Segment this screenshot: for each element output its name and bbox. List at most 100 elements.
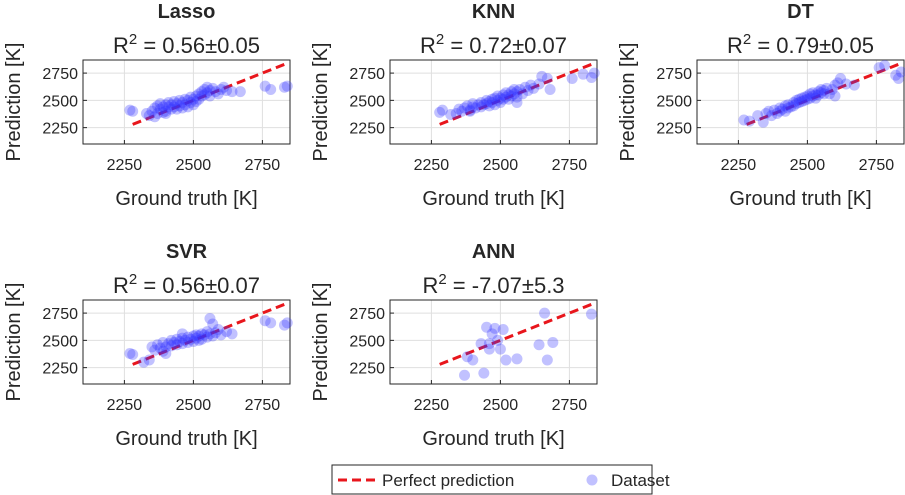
data-point	[163, 338, 175, 350]
r2-score: R2 = 0.72±0.07	[420, 31, 567, 58]
data-point	[278, 81, 290, 93]
x-tick-label: 2500	[483, 157, 519, 174]
data-point	[823, 88, 835, 100]
x-axis-label: Ground truth [K]	[729, 188, 871, 210]
data-point	[143, 110, 155, 122]
data-point	[812, 86, 824, 98]
r2-symbol: R	[420, 33, 436, 58]
r2-value: = 0.56±0.05	[137, 33, 260, 58]
data-point	[215, 329, 227, 341]
data-point	[779, 100, 791, 112]
data-point	[541, 354, 553, 366]
data-point	[793, 97, 805, 109]
y-axis-label: Prediction [K]	[310, 283, 332, 402]
x-tick-label: 2750	[859, 157, 895, 174]
data-point	[187, 93, 199, 105]
x-axis-label: Ground truth [K]	[115, 188, 257, 210]
data-point	[190, 332, 202, 344]
data-point	[196, 333, 208, 345]
data-point	[467, 354, 479, 366]
data-point	[829, 79, 841, 91]
data-point	[176, 338, 188, 350]
data-point	[281, 317, 293, 329]
data-point	[265, 317, 277, 329]
data-point	[218, 81, 230, 93]
r2-superscript: 2	[129, 271, 137, 288]
data-point	[226, 328, 238, 340]
data-point	[475, 97, 487, 109]
data-point	[176, 332, 188, 344]
data-point	[505, 86, 517, 98]
data-point	[434, 106, 446, 118]
data-point	[436, 104, 448, 116]
data-point	[796, 92, 808, 104]
data-point	[209, 86, 221, 98]
x-tick-label: 2500	[790, 157, 826, 174]
data-point	[486, 328, 498, 340]
data-point	[187, 99, 199, 111]
data-point	[505, 90, 517, 102]
data-point	[782, 102, 794, 114]
data-point	[174, 335, 186, 347]
data-point	[140, 107, 152, 119]
data-point	[895, 66, 905, 78]
x-tick-label: 2750	[245, 397, 281, 414]
data-point	[768, 104, 780, 116]
data-point	[461, 100, 473, 112]
y-tick-label: 2250	[656, 121, 692, 138]
data-point	[771, 107, 783, 119]
data-point	[445, 109, 457, 121]
data-point	[193, 93, 205, 105]
y-axis-label: Prediction [K]	[310, 43, 332, 162]
data-point	[152, 107, 164, 119]
data-point	[760, 107, 772, 119]
data-point	[174, 100, 186, 112]
x-axis-label: Ground truth [K]	[422, 188, 564, 210]
data-point	[127, 349, 139, 361]
data-point	[511, 97, 523, 109]
data-point	[514, 83, 526, 95]
legend-dataset-marker	[586, 474, 598, 486]
data-point	[494, 97, 506, 109]
data-point	[804, 92, 816, 104]
data-point	[481, 94, 493, 106]
x-tick-label: 2250	[414, 157, 450, 174]
r2-symbol: R	[113, 33, 129, 58]
data-point	[176, 102, 188, 114]
data-point	[182, 331, 194, 343]
x-tick-label: 2250	[107, 157, 143, 174]
data-point	[176, 328, 188, 340]
data-point	[193, 334, 205, 346]
data-point	[821, 82, 833, 94]
data-point	[890, 69, 902, 81]
data-point	[168, 337, 180, 349]
data-point	[804, 88, 816, 100]
data-point	[149, 344, 161, 356]
data-point	[221, 326, 233, 338]
r2-symbol: R	[727, 33, 743, 58]
data-point	[179, 334, 191, 346]
data-point	[165, 340, 177, 352]
data-point	[494, 343, 506, 355]
axes-frame	[389, 59, 598, 145]
data-point	[193, 330, 205, 342]
data-point	[500, 87, 512, 99]
data-point	[154, 342, 166, 354]
data-point	[470, 102, 482, 114]
data-point	[486, 93, 498, 105]
data-point	[190, 95, 202, 107]
data-point	[459, 102, 471, 114]
data-point	[176, 97, 188, 109]
x-tick-label: 2500	[176, 157, 212, 174]
r2-value: = -7.07±5.3	[447, 273, 565, 298]
data-point	[259, 80, 271, 92]
y-tick-label: 2750	[42, 306, 78, 323]
subplot-knn: 2250 2500 2750 2250 2500 2750 KNN R2 = 0.72±0.0…	[310, 1, 600, 210]
data-point	[182, 337, 194, 349]
data-point	[511, 86, 523, 98]
data-point	[259, 315, 271, 327]
legend-box	[331, 464, 653, 495]
data-point	[182, 94, 194, 106]
data-point	[494, 92, 506, 104]
